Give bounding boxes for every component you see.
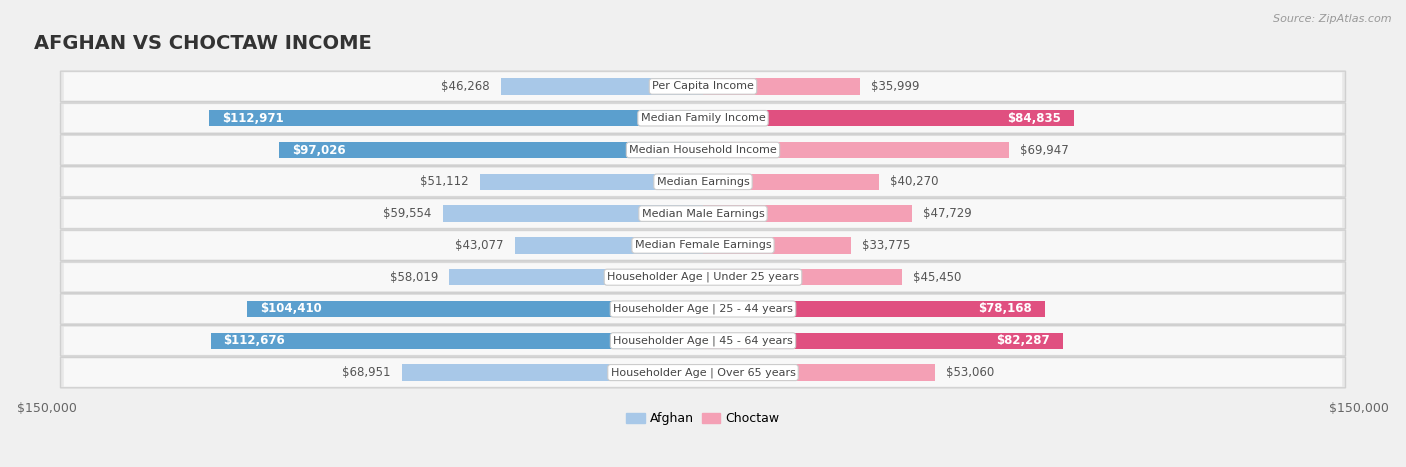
Bar (211, 333, 703, 349)
Text: $58,019: $58,019 (389, 271, 439, 283)
Bar (450, 269, 703, 285)
Bar (278, 142, 703, 158)
Text: $40,270: $40,270 (890, 175, 938, 188)
Bar (703, 237, 851, 254)
Bar (703, 174, 879, 190)
Text: Median Household Income: Median Household Income (628, 145, 778, 155)
FancyBboxPatch shape (63, 136, 1343, 164)
FancyBboxPatch shape (63, 263, 1343, 291)
FancyBboxPatch shape (63, 232, 1343, 259)
Text: $112,971: $112,971 (222, 112, 284, 125)
FancyBboxPatch shape (60, 294, 1346, 324)
Text: Median Male Earnings: Median Male Earnings (641, 209, 765, 219)
Text: $43,077: $43,077 (456, 239, 503, 252)
Text: Median Earnings: Median Earnings (657, 177, 749, 187)
Text: $53,060: $53,060 (946, 366, 994, 379)
Text: $33,775: $33,775 (862, 239, 910, 252)
Bar (703, 364, 935, 381)
Bar (501, 78, 703, 95)
Bar (703, 269, 901, 285)
Text: AFGHAN VS CHOCTAW INCOME: AFGHAN VS CHOCTAW INCOME (34, 34, 373, 53)
Bar (703, 110, 1074, 127)
FancyBboxPatch shape (63, 295, 1343, 323)
FancyBboxPatch shape (60, 71, 1346, 102)
Bar (402, 364, 703, 381)
Bar (479, 174, 703, 190)
Bar (703, 142, 1008, 158)
Bar (515, 237, 703, 254)
FancyBboxPatch shape (63, 199, 1343, 227)
Text: $46,268: $46,268 (441, 80, 489, 93)
Text: $82,287: $82,287 (995, 334, 1049, 347)
Text: $47,729: $47,729 (922, 207, 972, 220)
Text: $78,168: $78,168 (977, 303, 1032, 316)
Text: $104,410: $104,410 (260, 303, 322, 316)
Text: Householder Age | 45 - 64 years: Householder Age | 45 - 64 years (613, 335, 793, 346)
Text: Median Family Income: Median Family Income (641, 113, 765, 123)
Text: $69,947: $69,947 (1019, 143, 1069, 156)
FancyBboxPatch shape (63, 359, 1343, 387)
FancyBboxPatch shape (63, 104, 1343, 132)
FancyBboxPatch shape (63, 168, 1343, 196)
Bar (443, 205, 703, 222)
Text: $112,676: $112,676 (224, 334, 285, 347)
Bar (703, 301, 1045, 317)
Text: $45,450: $45,450 (912, 271, 960, 283)
FancyBboxPatch shape (60, 230, 1346, 261)
FancyBboxPatch shape (60, 103, 1346, 134)
Bar (209, 110, 703, 127)
FancyBboxPatch shape (63, 72, 1343, 100)
Legend: Afghan, Choctaw: Afghan, Choctaw (621, 407, 785, 430)
Text: Per Capita Income: Per Capita Income (652, 81, 754, 92)
Text: Source: ZipAtlas.com: Source: ZipAtlas.com (1274, 14, 1392, 24)
Text: $84,835: $84,835 (1007, 112, 1060, 125)
Text: Householder Age | Over 65 years: Householder Age | Over 65 years (610, 368, 796, 378)
Bar (703, 78, 860, 95)
Bar (246, 301, 703, 317)
Bar (703, 205, 911, 222)
FancyBboxPatch shape (63, 327, 1343, 355)
Text: $97,026: $97,026 (292, 143, 346, 156)
FancyBboxPatch shape (60, 135, 1346, 165)
Text: Householder Age | Under 25 years: Householder Age | Under 25 years (607, 272, 799, 283)
FancyBboxPatch shape (60, 357, 1346, 388)
FancyBboxPatch shape (60, 325, 1346, 356)
FancyBboxPatch shape (60, 167, 1346, 197)
Text: $35,999: $35,999 (872, 80, 920, 93)
Text: $51,112: $51,112 (420, 175, 468, 188)
FancyBboxPatch shape (60, 198, 1346, 229)
Text: $59,554: $59,554 (384, 207, 432, 220)
Text: Householder Age | 25 - 44 years: Householder Age | 25 - 44 years (613, 304, 793, 314)
Bar (703, 333, 1063, 349)
FancyBboxPatch shape (60, 262, 1346, 292)
Text: Median Female Earnings: Median Female Earnings (634, 241, 772, 250)
Text: $68,951: $68,951 (342, 366, 391, 379)
